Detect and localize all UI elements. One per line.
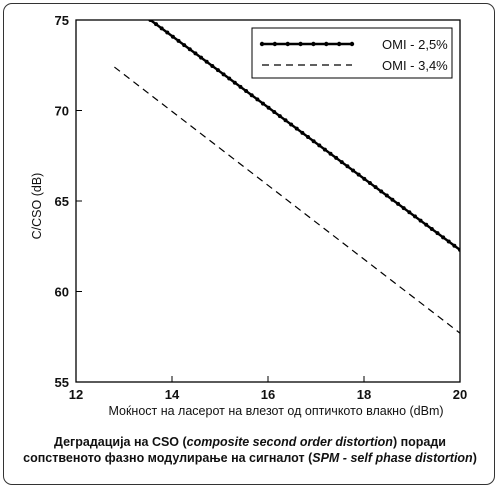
- x-axis-label: Моќност на ласерот на влезот од оптичкот…: [108, 404, 443, 418]
- series-marker: [401, 206, 406, 211]
- caption-line-2-end: ): [472, 451, 477, 465]
- series-marker: [154, 22, 159, 27]
- y-tick-label: 65: [55, 194, 69, 209]
- series-marker: [215, 68, 220, 73]
- series-marker: [300, 130, 305, 135]
- legend-marker: [298, 41, 303, 47]
- series-marker: [418, 218, 423, 223]
- plot-area: 12 14 16 18 20 55 60 65 70 75 Моќност на ласерот н…: [30, 13, 467, 418]
- series-marker: [199, 55, 204, 60]
- y-tick-label: 60: [55, 285, 69, 300]
- series-marker: [176, 38, 181, 43]
- caption-line-1-end: ) поради: [392, 435, 446, 449]
- series-marker: [249, 93, 254, 98]
- series-marker: [148, 20, 153, 22]
- series-marker: [452, 243, 457, 248]
- x-tick-label: 16: [261, 387, 275, 402]
- series-marker: [384, 193, 389, 198]
- caption-line-1-emphasis: composite second order distortion: [186, 435, 393, 449]
- legend-marker: [285, 41, 290, 47]
- series-marker: [187, 47, 192, 52]
- caption-line-1: Деградација на CSO (composite second ord…: [0, 434, 500, 450]
- series-marker: [232, 80, 237, 85]
- series-marker: [283, 118, 288, 123]
- series-marker: [373, 185, 378, 190]
- caption-line-1-start: Деградација на CSO (: [54, 435, 187, 449]
- series-marker: [204, 59, 209, 64]
- series-marker: [412, 214, 417, 219]
- legend-marker: [259, 41, 265, 47]
- caption-line-2-emphasis: SPM - self phase distortion: [312, 451, 473, 465]
- series-marker: [446, 239, 451, 244]
- series-marker: [170, 34, 175, 39]
- legend-marker: [349, 41, 355, 47]
- cso-chart: 12 14 16 18 20 55 60 65 70 75 Моќност на ласерот н…: [30, 13, 467, 418]
- series-marker: [407, 210, 412, 215]
- series-marker: [322, 147, 327, 152]
- series-marker: [317, 143, 322, 148]
- legend-label: OMI - 3,4%: [382, 58, 448, 73]
- series-marker: [159, 26, 164, 31]
- series-marker: [165, 30, 170, 35]
- series-marker: [458, 247, 460, 252]
- x-tick-label: 18: [357, 387, 371, 402]
- x-tick-label: 14: [165, 387, 180, 402]
- legend-marker: [272, 41, 278, 47]
- series-marker: [210, 63, 215, 68]
- series-marker: [306, 135, 311, 140]
- y-tick-label: 75: [55, 13, 69, 28]
- x-tick-label: 12: [69, 387, 83, 402]
- series-marker: [435, 231, 440, 236]
- series-marker: [441, 235, 446, 240]
- series-marker: [244, 89, 249, 94]
- series-marker: [255, 97, 260, 102]
- series-marker: [362, 176, 367, 181]
- series-marker: [356, 172, 361, 177]
- caption-line-2-start: сопственото фазно модулирање на сигналот…: [23, 451, 313, 465]
- legend-marker: [311, 41, 316, 47]
- series-marker: [379, 189, 384, 194]
- series-marker: [429, 226, 434, 231]
- figure-frame: [3, 3, 495, 485]
- series-marker: [238, 84, 243, 89]
- series-marker: [367, 180, 372, 185]
- legend-marker: [324, 41, 329, 47]
- series-marker: [227, 76, 232, 81]
- series-marker: [424, 222, 429, 227]
- y-tick-label: 55: [55, 375, 69, 390]
- series-marker: [221, 72, 226, 77]
- figure-caption: Деградација на CSO (composite second ord…: [0, 434, 500, 466]
- series-marker: [334, 155, 339, 160]
- x-tick-label: 20: [453, 387, 467, 402]
- series-marker: [351, 168, 356, 173]
- legend-label: OMI - 2,5%: [382, 37, 448, 52]
- series-marker: [345, 164, 350, 169]
- series-marker: [266, 105, 271, 110]
- series-marker: [289, 122, 294, 127]
- series-marker: [272, 109, 277, 114]
- series-marker: [328, 151, 333, 156]
- legend-box: [251, 27, 453, 79]
- series-marker: [396, 201, 401, 206]
- y-axis-label: C/CSO (dB): [30, 173, 44, 240]
- caption-line-2: сопственото фазно модулирање на сигналот…: [0, 450, 500, 466]
- series-marker: [193, 51, 198, 56]
- series-marker: [294, 126, 299, 131]
- legend-marker: [336, 41, 342, 47]
- series-marker: [390, 197, 395, 202]
- series-group: [114, 20, 460, 334]
- series-line-omi-3-4: [114, 66, 460, 334]
- y-tick-label: 70: [55, 104, 69, 119]
- series-marker: [277, 114, 282, 119]
- series-marker: [311, 139, 316, 144]
- series-marker: [339, 160, 344, 165]
- series-marker: [260, 101, 265, 106]
- series-marker: [182, 43, 187, 48]
